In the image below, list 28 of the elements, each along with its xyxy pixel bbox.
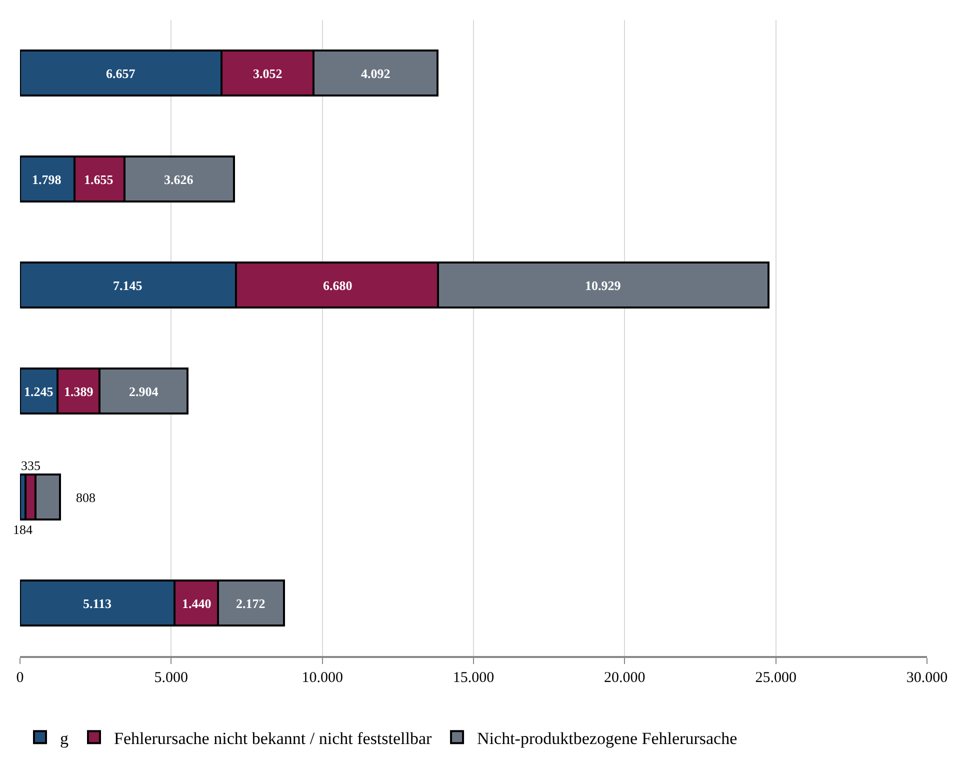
x-tick-label: 5.000 — [154, 670, 188, 686]
data-label: 1.655 — [84, 172, 114, 187]
data-label: 1.798 — [32, 172, 62, 187]
x-tick-label: 25.000 — [755, 670, 796, 686]
data-label: 1.245 — [24, 384, 54, 399]
x-tick-label: 20.000 — [604, 670, 646, 686]
data-label: 2.904 — [129, 384, 159, 399]
data-label: 4.092 — [361, 66, 390, 81]
data-label: 7.145 — [113, 278, 143, 293]
legend-label: Fehlerursache nicht bekannt / nicht feststellbar — [114, 728, 432, 748]
data-label: 6.657 — [106, 66, 136, 81]
data-label: 10.929 — [585, 278, 622, 293]
data-label: 3.626 — [164, 172, 194, 187]
data-label: 2.172 — [236, 596, 266, 611]
x-tick-label: 15.000 — [452, 670, 494, 686]
data-label: 1.440 — [182, 596, 212, 611]
data-label: 808 — [76, 490, 96, 505]
data-label: 184 — [13, 522, 33, 537]
legend-label: g — [60, 728, 69, 748]
x-tick-label: 10.000 — [302, 670, 343, 686]
legend-label: Nicht-produktbezogene Fehlerursache — [477, 728, 738, 748]
data-label: 335 — [21, 458, 40, 473]
x-tick-label: 30.000 — [906, 670, 948, 686]
data-label: 3.052 — [253, 66, 282, 81]
data-label: 1.389 — [64, 384, 94, 399]
data-label: 5.113 — [83, 596, 112, 611]
data-label: 6.680 — [323, 278, 352, 293]
x-tick-label: 0 — [16, 670, 24, 686]
